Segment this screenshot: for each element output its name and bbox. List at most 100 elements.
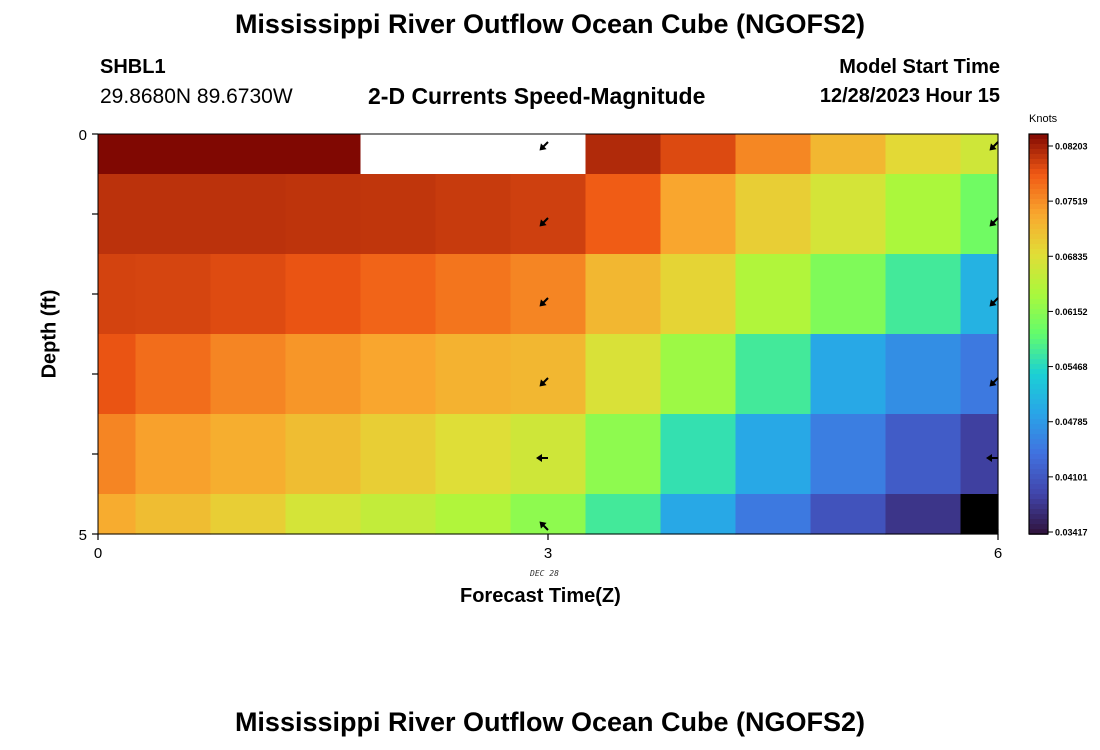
colorbar-segment [1029, 499, 1048, 505]
heatmap-cell [135, 334, 212, 415]
x-tick-label: 6 [994, 545, 1002, 562]
x-axis-label: Forecast Time(Z) [460, 585, 621, 607]
arrow-head [539, 379, 547, 387]
heatmap-cell [210, 414, 287, 495]
arrow-head [989, 299, 997, 307]
heatmap-cell [660, 334, 737, 415]
arrow-head [986, 454, 992, 462]
y-tick-label: 0 [79, 127, 87, 144]
colorbar-segment [1029, 299, 1048, 305]
heatmap-cell [210, 494, 287, 535]
colorbar-segment [1029, 404, 1048, 410]
colorbar-tick-label: 0.07519 [1055, 197, 1088, 207]
heatmap-cell [135, 494, 212, 535]
colorbar-segment [1029, 134, 1048, 140]
heatmap-cell [960, 414, 999, 495]
colorbar-segment [1029, 424, 1048, 430]
colorbar-segment [1029, 199, 1048, 205]
colorbar-segment [1029, 524, 1048, 530]
heatmap-cell [135, 174, 212, 255]
colorbar-segment [1029, 484, 1048, 490]
heatmap-cell [360, 414, 437, 495]
colorbar-segment [1029, 514, 1048, 520]
colorbar-segment [1029, 364, 1048, 370]
heatmap-cell [660, 254, 737, 335]
colorbar-segment [1029, 464, 1048, 470]
colorbar-segment [1029, 414, 1048, 420]
heatmap-cell [435, 494, 512, 535]
second-chart-title: Mississippi River Outflow Ocean Cube (NG… [234, 707, 866, 737]
colorbar-segment [1029, 174, 1048, 180]
heatmap-cell [735, 134, 812, 175]
heatmap-cell [810, 254, 887, 335]
heatmap-cell [585, 414, 662, 495]
heatmap-cell [285, 174, 362, 255]
colorbar-segment [1029, 179, 1048, 185]
arrow-head [989, 379, 997, 387]
heatmap-cell [360, 254, 437, 335]
heatmap-cell [585, 174, 662, 255]
colorbar-segment [1029, 224, 1048, 230]
colorbar-segment [1029, 149, 1048, 155]
colorbar-segment [1029, 189, 1048, 195]
colorbar-segment [1029, 454, 1048, 460]
current-arrow [536, 454, 548, 462]
colorbar-segment [1029, 354, 1048, 360]
heatmap-cell [435, 134, 512, 175]
heatmap-cell [435, 334, 512, 415]
heatmap-cell [585, 494, 662, 535]
current-arrow [989, 297, 999, 307]
heatmap-cell [960, 494, 999, 535]
colorbar-segment [1029, 184, 1048, 190]
heatmap-cell [885, 134, 962, 175]
heatmap-cell [960, 254, 999, 335]
heatmap-cell [360, 334, 437, 415]
colorbar-segment [1029, 349, 1048, 355]
colorbar-segment [1029, 389, 1048, 395]
colorbar-segment [1029, 294, 1048, 300]
colorbar-segment [1029, 159, 1048, 165]
current-arrow [989, 377, 999, 387]
colorbar-segment [1029, 394, 1048, 400]
colorbar-segment [1029, 289, 1048, 295]
heatmap-cell [660, 494, 737, 535]
heatmap-cell [510, 414, 587, 495]
heatmap-cell [660, 174, 737, 255]
colorbar-segment [1029, 229, 1048, 235]
heatmap-cell [960, 334, 999, 415]
colorbar-segment [1029, 434, 1048, 440]
colorbar-segment [1029, 304, 1048, 310]
x-tick-label: 0 [94, 545, 102, 562]
heatmap-cell [98, 254, 137, 335]
heatmap-cell [285, 494, 362, 535]
colorbar-segment [1029, 324, 1048, 330]
heatmap-cell [210, 334, 287, 415]
colorbar-segment [1029, 269, 1048, 275]
colorbar-segment [1029, 279, 1048, 285]
colorbar-segment [1029, 384, 1048, 390]
heatmap-cell [960, 174, 999, 255]
colorbar-segment [1029, 344, 1048, 350]
heatmap-cell [435, 414, 512, 495]
colorbar-segment [1029, 254, 1048, 260]
heatmap-cell [585, 134, 662, 175]
heatmap-cell [735, 334, 812, 415]
heatmap-cell [810, 414, 887, 495]
date-label: DEC 28 [530, 569, 559, 578]
colorbar-segment [1029, 314, 1048, 320]
current-arrow [539, 141, 549, 151]
colorbar-tick-label: 0.08203 [1055, 142, 1088, 152]
colorbar-segment [1029, 494, 1048, 500]
heatmap-cell [435, 254, 512, 335]
heatmap-cell [360, 134, 437, 175]
colorbar-tick-label: 0.06835 [1055, 252, 1088, 262]
current-arrow [986, 454, 998, 462]
arrow-head [539, 299, 547, 307]
heatmap-cell [810, 494, 887, 535]
colorbar-segment [1029, 469, 1048, 475]
arrow-head [539, 219, 547, 227]
heatmap-cell [885, 494, 962, 535]
heatmap-cell [735, 414, 812, 495]
colorbar-segment [1029, 164, 1048, 170]
arrow-head [989, 143, 997, 151]
